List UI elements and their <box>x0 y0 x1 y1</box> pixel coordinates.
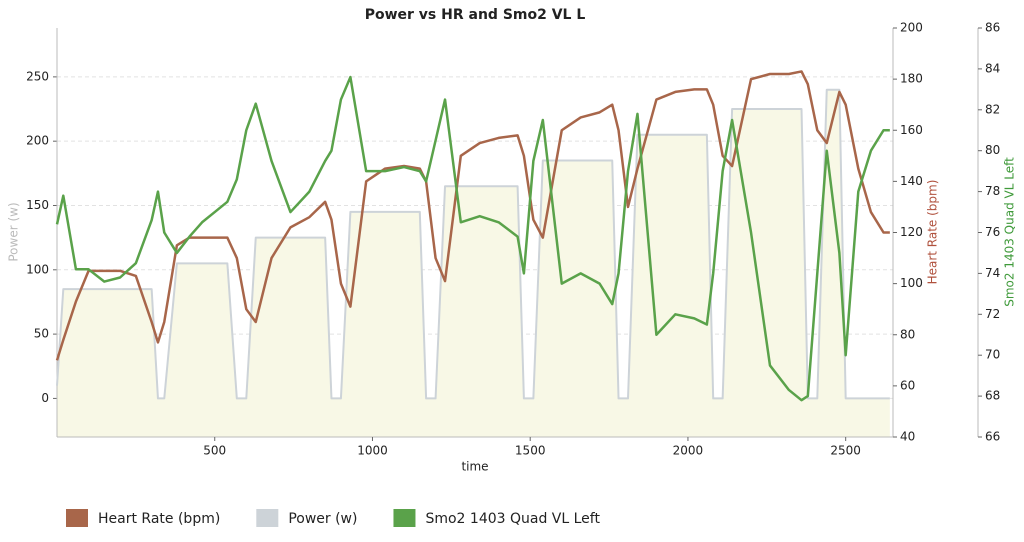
series-line <box>56 88 890 400</box>
y-axis-label: Power (w) <box>7 202 21 261</box>
y3-tick-label: 78 <box>985 184 1000 198</box>
y3-tick-label: 70 <box>985 348 1000 362</box>
y3-tick-label: 68 <box>985 389 1000 403</box>
y2-tick-label: 80 <box>900 327 915 341</box>
y-tick-label: 0 <box>41 391 49 405</box>
x-tick-label: 2500 <box>830 444 861 458</box>
y-tick-label: 200 <box>26 134 49 148</box>
chart-title: Power vs HR and Smo2 VL L <box>365 7 586 23</box>
x-tick-label: 2000 <box>673 444 704 458</box>
y2-tick-label: 120 <box>900 225 923 239</box>
legend-label: Heart Rate (bpm) <box>98 511 220 527</box>
y3-tick-label: 74 <box>985 266 1000 280</box>
area-fill <box>57 89 890 438</box>
y-tick-label: 250 <box>26 69 49 83</box>
y3-tick-label: 66 <box>985 430 1000 444</box>
y2-tick-label: 100 <box>900 276 923 290</box>
y3-tick-label: 82 <box>985 102 1000 116</box>
y3-tick-label: 84 <box>985 61 1000 75</box>
series-line <box>55 75 890 402</box>
legend-label: Power (w) <box>288 511 357 527</box>
y3-axis-label: Smo2 1403 Quad VL Left <box>1003 157 1017 307</box>
x-tick-label: 500 <box>203 444 226 458</box>
y-tick-label: 50 <box>34 327 49 341</box>
x-tick-label: 1000 <box>357 444 388 458</box>
y2-axis-label: Heart Rate (bpm) <box>926 180 940 285</box>
y3-tick-label: 80 <box>985 143 1000 157</box>
legend-swatch <box>393 509 416 527</box>
y-tick-label: 150 <box>26 198 49 212</box>
x-tick-label: 1500 <box>515 444 546 458</box>
y2-tick-label: 140 <box>900 174 923 188</box>
y-tick-label: 100 <box>26 262 49 276</box>
y2-tick-label: 40 <box>900 430 915 444</box>
y2-tick-label: 200 <box>900 21 923 35</box>
y3-tick-label: 72 <box>985 307 1000 321</box>
y3-tick-label: 76 <box>985 225 1000 239</box>
y2-tick-label: 180 <box>900 72 923 86</box>
legend-swatch <box>256 509 279 527</box>
y2-tick-label: 60 <box>900 378 915 392</box>
y2-tick-label: 160 <box>900 123 923 137</box>
x-axis-label: time <box>461 460 488 474</box>
legend-swatch <box>66 509 88 527</box>
legend-label: Smo2 1403 Quad VL Left <box>425 511 600 527</box>
y3-tick-label: 86 <box>985 21 1000 35</box>
